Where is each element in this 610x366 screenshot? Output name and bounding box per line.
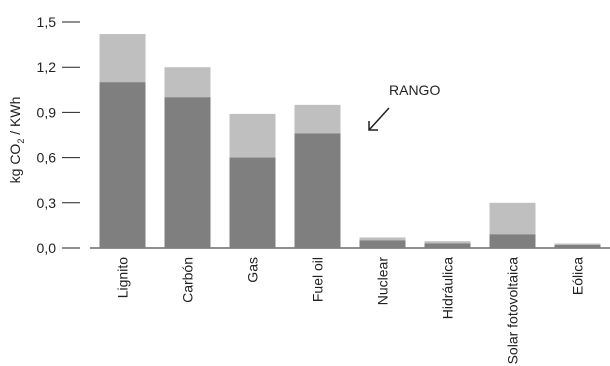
x-category-label: Eólica (570, 257, 586, 295)
bars (99, 34, 601, 249)
range-annotation: RANGO (368, 82, 440, 131)
x-category-label: Lignito (115, 257, 131, 298)
annotation-arrow-shaft (368, 107, 390, 131)
bar-min-1 (164, 97, 211, 248)
y-tick-label: 0,9 (37, 104, 57, 120)
x-category-label: Gas (245, 257, 261, 283)
bar-min-3 (294, 133, 341, 248)
x-category-label: Carbón (180, 257, 196, 303)
x-axis-labels: Lignito Carbón Gas Fuel oil Nuclear Hidráulic… (115, 257, 586, 365)
annotation-arrow-head (368, 121, 378, 131)
y-tick-label: 1,2 (37, 59, 57, 75)
x-category-label: Hidráulica (440, 257, 456, 319)
y-tick-label: 0,3 (37, 195, 57, 211)
y-axis-label: kg CO2 / KWh (7, 97, 26, 184)
annotation-label: RANGO (389, 82, 440, 98)
bar-min-2 (229, 157, 276, 248)
bar-min-6 (489, 234, 536, 248)
y-tick-label: 0,6 (37, 150, 57, 166)
bar-min-7 (554, 244, 601, 248)
bar-min-5 (424, 243, 471, 248)
bar-min-0 (99, 82, 146, 249)
x-category-label: Nuclear (375, 257, 391, 306)
bar-min-4 (359, 240, 406, 248)
y-tick-label: 0,0 (37, 240, 57, 256)
y-tick-label: 1,5 (37, 14, 57, 30)
x-category-label: Fuel oil (310, 257, 326, 302)
x-category-label: Solar fotovoltaica (505, 257, 521, 365)
